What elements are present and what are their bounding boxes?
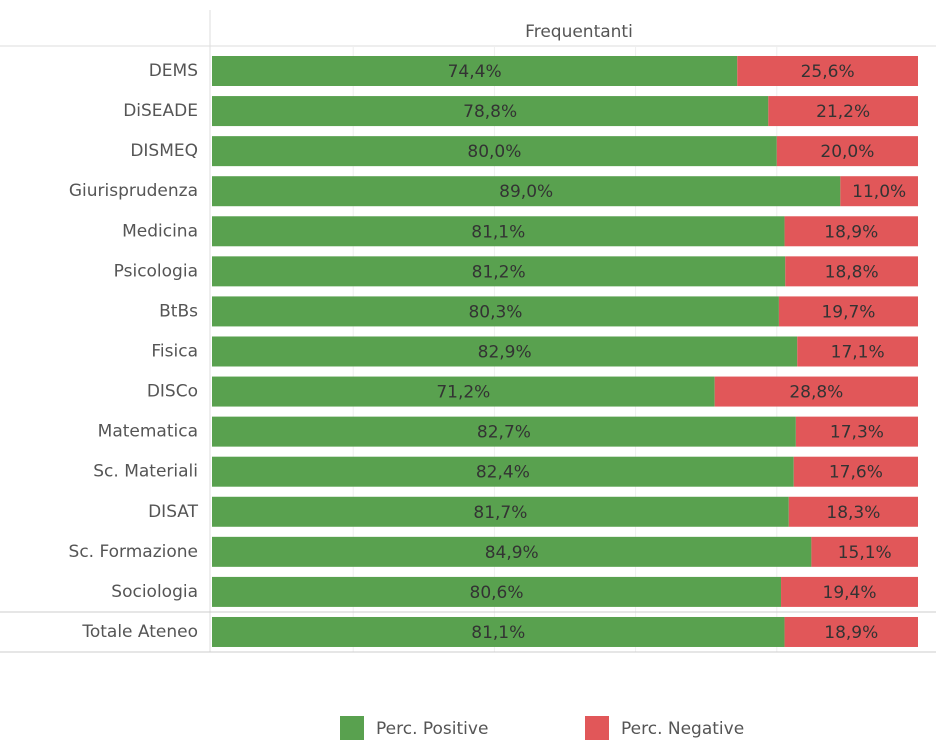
bar-segment	[781, 576, 918, 607]
category-label: DiSEADE	[123, 101, 198, 121]
bar-segment	[785, 256, 918, 287]
value-label: 80,0%	[467, 142, 521, 162]
category-label: Totale Ateneo	[81, 622, 198, 642]
legend-swatch	[585, 716, 609, 740]
value-label: 81,2%	[472, 262, 526, 282]
bar-segment	[776, 136, 918, 167]
value-label: 17,1%	[831, 342, 885, 362]
bar-segment	[212, 536, 812, 567]
bar-segment	[793, 456, 918, 487]
value-label: 71,2%	[436, 383, 490, 403]
bar-segment	[737, 56, 918, 86]
bar-segment	[768, 96, 918, 127]
bar-segment	[212, 576, 782, 607]
bar-segment	[212, 136, 777, 167]
bar-segment	[212, 616, 785, 647]
value-label: 81,1%	[471, 222, 525, 242]
value-label: 74,4%	[448, 62, 502, 82]
value-label: 18,9%	[824, 222, 878, 242]
bar-segment	[212, 96, 769, 127]
category-label: Giurisprudenza	[69, 181, 198, 201]
bar-segment	[784, 216, 918, 247]
bar-segment	[212, 456, 794, 487]
value-label: 82,4%	[476, 463, 530, 483]
category-label: DISAT	[148, 502, 199, 522]
value-label: 82,9%	[478, 342, 532, 362]
bar-segment	[788, 496, 918, 527]
category-label: Fisica	[151, 341, 198, 361]
bar-segment	[212, 256, 786, 287]
value-label: 18,3%	[826, 503, 880, 523]
category-label: Psicologia	[114, 261, 198, 281]
value-label: 78,8%	[463, 102, 517, 122]
value-label: 15,1%	[838, 543, 892, 563]
value-label: 82,7%	[477, 423, 531, 443]
value-label: 28,8%	[789, 383, 843, 403]
bar-segment	[212, 496, 789, 527]
value-label: 80,3%	[468, 302, 522, 322]
value-label: 89,0%	[499, 182, 553, 202]
bar-segment	[212, 176, 841, 207]
bar-segment	[212, 216, 785, 247]
value-label: 80,6%	[470, 583, 524, 603]
category-label: DISMEQ	[130, 141, 198, 161]
category-label: DISCo	[147, 382, 198, 402]
bar-segment	[797, 336, 918, 367]
value-label: 11,0%	[852, 182, 906, 202]
value-label: 81,7%	[473, 503, 527, 523]
legend-label: Perc. Negative	[621, 719, 744, 739]
value-label: 19,4%	[823, 583, 877, 603]
value-label: 25,6%	[801, 62, 855, 82]
value-label: 84,9%	[485, 543, 539, 563]
value-label: 19,7%	[821, 302, 875, 322]
category-label: Sociologia	[111, 582, 198, 602]
legend-label: Perc. Positive	[376, 719, 488, 739]
bar-segment	[714, 376, 918, 407]
value-label: 18,9%	[824, 623, 878, 643]
value-label: 21,2%	[816, 102, 870, 122]
category-label: Sc. Formazione	[69, 542, 198, 562]
bar-segment	[784, 616, 918, 647]
value-label: 20,0%	[820, 142, 874, 162]
category-label: DEMS	[149, 61, 198, 81]
bar-segment	[811, 536, 918, 567]
value-label: 18,8%	[825, 262, 879, 282]
bar-segment	[778, 296, 918, 327]
value-label: 17,3%	[830, 423, 884, 443]
bar-segment	[212, 416, 796, 447]
bar-segment	[212, 56, 738, 86]
category-label: Sc. Materiali	[93, 462, 198, 482]
chart-title: Frequentanti	[525, 22, 633, 42]
bar-segment	[212, 376, 715, 407]
category-label: Medicina	[122, 221, 198, 241]
value-label: 81,1%	[471, 623, 525, 643]
category-label: Matematica	[98, 422, 198, 442]
value-label: 17,6%	[829, 463, 883, 483]
bar-segment	[840, 176, 918, 207]
bar-segment	[212, 296, 779, 327]
bar-segment	[795, 416, 918, 447]
category-label: BtBs	[159, 301, 198, 321]
bar-segment	[212, 336, 798, 367]
legend-swatch	[340, 716, 364, 740]
